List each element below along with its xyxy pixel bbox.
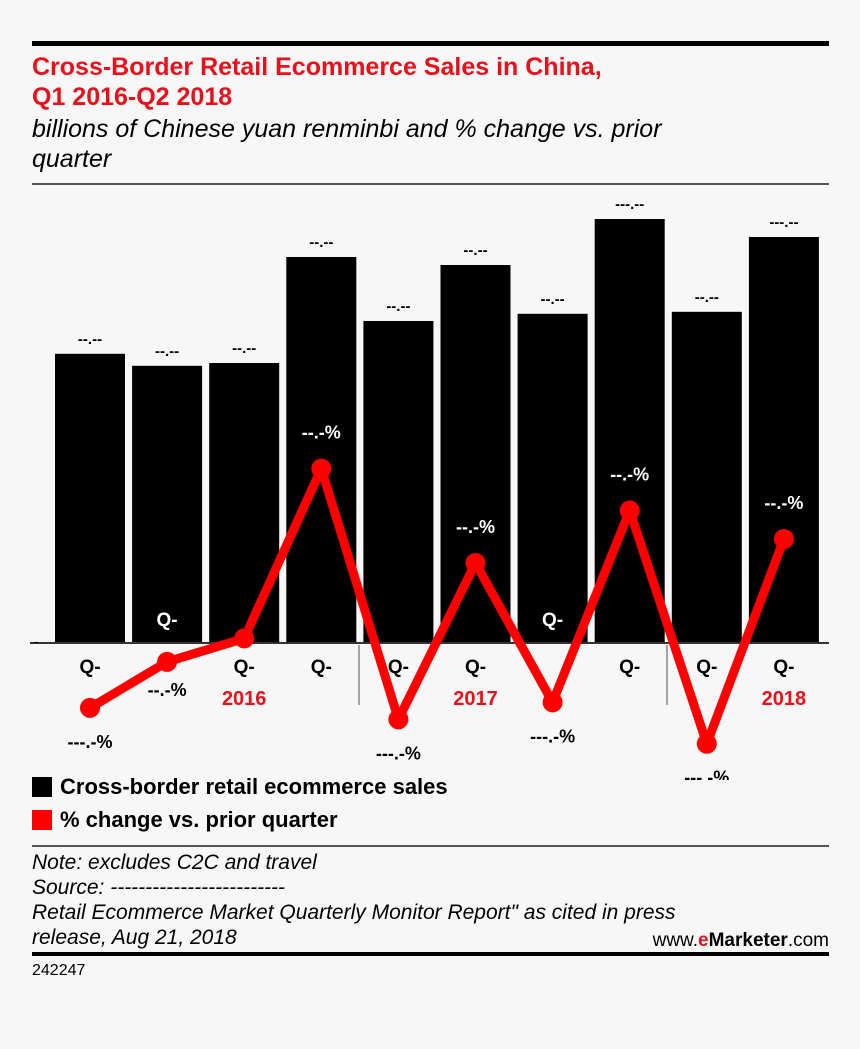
brand-name: Marketer <box>708 930 788 951</box>
percent-value-label: ---.-% <box>530 726 575 746</box>
source-text: Source: ------------------------- <box>32 876 286 899</box>
percent-point <box>619 500 640 521</box>
bar <box>55 353 125 643</box>
legend-label-change: % change vs. prior quarter <box>60 807 338 832</box>
quarter-label: Q- <box>79 657 100 678</box>
legend-swatch-red <box>32 810 52 830</box>
chart-id: 242247 <box>32 962 86 979</box>
percent-value-label: --.-% <box>302 423 341 443</box>
quarter-label: Q- <box>157 610 178 631</box>
bar-value-label: --.-- <box>155 343 179 360</box>
legend-item-change: % change vs. prior quarter <box>32 807 338 833</box>
bottom-rule <box>32 952 829 956</box>
brand-prefix: www. <box>652 930 699 951</box>
percent-value-label: ---.-% <box>376 743 421 763</box>
legend-label-sales: Cross-border retail ecommerce sales <box>60 774 448 799</box>
bar <box>748 237 819 643</box>
chart-title: Cross-Border Retail Ecommerce Sales in C… <box>32 52 822 112</box>
notes: Note: excludes C2C and travel Source: --… <box>32 850 822 950</box>
bar <box>671 311 742 643</box>
bar-value-label: --.-- <box>463 242 487 259</box>
bar-value-label: ---.-- <box>769 214 798 231</box>
percent-point <box>465 552 486 573</box>
percent-point <box>80 697 100 718</box>
header-divider <box>32 183 829 185</box>
bar-value-label: --.-- <box>309 234 333 251</box>
percent-point <box>234 628 255 649</box>
quarter-label: Q- <box>696 657 717 678</box>
top-rule <box>32 41 829 46</box>
percent-point <box>773 529 794 550</box>
year-label: 2016 <box>222 688 267 710</box>
zero-tick-label: - <box>34 633 39 649</box>
subtitle-line-1: billions of Chinese yuan renminbi and % … <box>32 115 662 143</box>
title-line-1: Cross-Border Retail Ecommerce Sales in C… <box>32 53 602 81</box>
bar-value-label: --.-- <box>232 340 256 357</box>
percent-point <box>157 651 178 672</box>
bar-value-label: --.-- <box>78 331 102 348</box>
percent-point <box>696 733 717 754</box>
percent-point <box>388 709 409 730</box>
legend-swatch-black <box>32 777 52 797</box>
percent-value-label: --.-% <box>610 465 649 485</box>
quarter-label: Q- <box>465 657 486 678</box>
title-line-2: Q1 2016-Q2 2018 <box>32 83 233 111</box>
percent-value-label: -.-% <box>228 552 261 572</box>
bar <box>440 265 511 643</box>
percent-value-label: --.-% <box>456 517 495 537</box>
emarketer-logo: www.eMarketer.com <box>653 930 829 952</box>
note-text: Note: excludes C2C and travel <box>32 851 317 874</box>
source-line-3: release, Aug 21, 2018 <box>32 926 237 949</box>
quarter-label: Q- <box>619 657 640 678</box>
brand-e: e <box>698 930 709 951</box>
percent-value-label: --.-% <box>148 680 187 700</box>
chart-plot: --.----.-- --.----.----.----.----.-----.-… <box>30 196 829 780</box>
quarter-label: Q- <box>311 657 332 678</box>
subtitle-line-2: quarter <box>32 145 112 173</box>
percent-value-label: --.-% <box>764 493 803 513</box>
chart-subtitle: billions of Chinese yuan renminbi and % … <box>32 114 822 174</box>
bar <box>363 321 434 643</box>
bar <box>132 365 203 643</box>
percent-value-label: ---.-% <box>68 732 113 752</box>
bar-value-label: ---.-- <box>615 196 644 213</box>
bar-value-label: --.-- <box>541 291 565 308</box>
quarter-label: Q- <box>388 657 409 678</box>
quarter-label: Q- <box>542 610 563 631</box>
source-line-2: Retail Ecommerce Market Quarterly Monito… <box>32 901 676 924</box>
year-label: 2018 <box>762 688 807 710</box>
legend-item-sales: Cross-border retail ecommerce sales <box>32 774 448 800</box>
percent-point <box>542 692 563 713</box>
year-label: 2017 <box>453 688 498 710</box>
percent-point <box>311 458 332 479</box>
quarter-label: Q- <box>234 657 255 678</box>
legend-divider <box>32 845 829 847</box>
percent-value-label: ---.-% <box>684 768 729 780</box>
bar-value-label: --.-- <box>695 289 719 306</box>
quarter-label: Q- <box>773 657 794 678</box>
percent-change-line <box>87 464 789 749</box>
bar <box>517 313 588 643</box>
bar-value-label: --.-- <box>386 298 410 315</box>
brand-suffix: .com <box>787 930 829 951</box>
bar <box>286 257 357 643</box>
